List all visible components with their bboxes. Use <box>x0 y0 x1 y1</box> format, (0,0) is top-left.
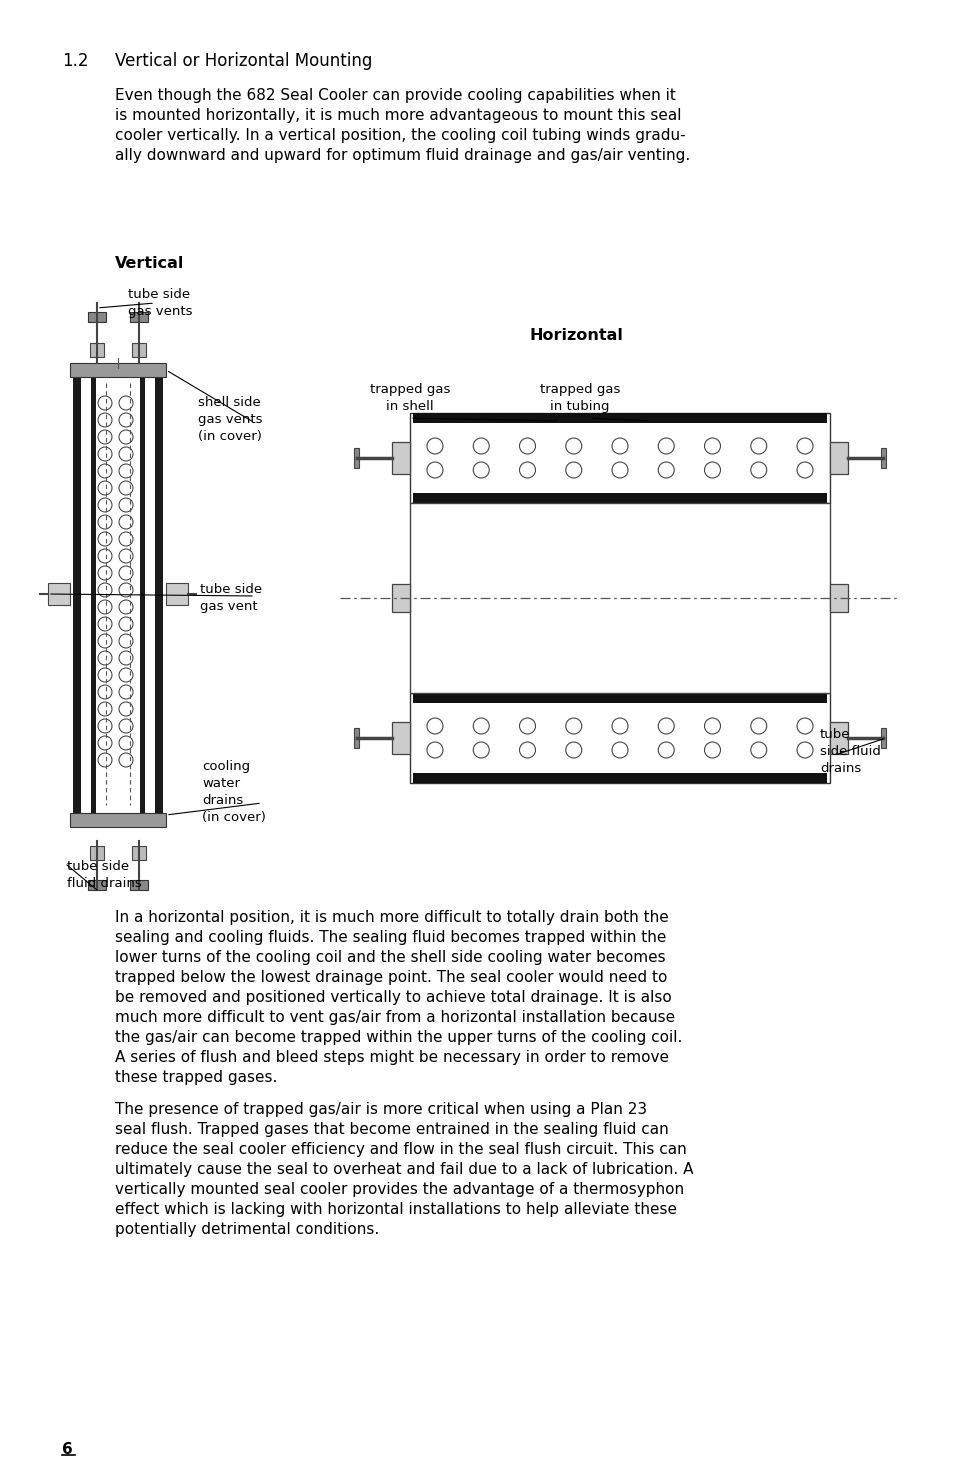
Text: potentially detrimental conditions.: potentially detrimental conditions. <box>115 1221 379 1238</box>
Text: A series of flush and bleed steps might be necessary in order to remove: A series of flush and bleed steps might … <box>115 1050 668 1065</box>
Text: trapped gas: trapped gas <box>539 384 619 395</box>
Bar <box>413 413 826 423</box>
Text: much more difficult to vent gas/air from a horizontal installation because: much more difficult to vent gas/air from… <box>115 1010 675 1025</box>
Text: trapped below the lowest drainage point. The seal cooler would need to: trapped below the lowest drainage point.… <box>115 971 667 985</box>
Text: these trapped gases.: these trapped gases. <box>115 1069 277 1086</box>
Bar <box>880 448 885 468</box>
Text: In a horizontal position, it is much more difficult to totally drain both the: In a horizontal position, it is much mor… <box>115 910 668 925</box>
Text: drains: drains <box>202 794 243 807</box>
Bar <box>354 448 358 468</box>
Bar <box>90 344 104 357</box>
Text: side fluid: side fluid <box>820 745 880 758</box>
Text: tube side: tube side <box>128 288 190 301</box>
Text: in tubing: in tubing <box>550 400 609 413</box>
Bar <box>829 584 847 612</box>
Text: 1.2: 1.2 <box>62 52 89 69</box>
Bar <box>88 313 106 322</box>
Text: trapped gas: trapped gas <box>370 384 450 395</box>
Text: Vertical or Horizontal Mounting: Vertical or Horizontal Mounting <box>115 52 372 69</box>
Bar <box>132 847 146 860</box>
Bar <box>829 721 847 754</box>
Bar <box>880 729 885 748</box>
Text: gas vents: gas vents <box>128 305 193 319</box>
Bar <box>132 344 146 357</box>
Text: is mounted horizontally, it is much more advantageous to mount this seal: is mounted horizontally, it is much more… <box>115 108 680 122</box>
Text: reduce the seal cooler efficiency and flow in the seal flush circuit. This can: reduce the seal cooler efficiency and fl… <box>115 1142 686 1156</box>
Text: water: water <box>202 777 240 791</box>
Text: ally downward and upward for optimum fluid drainage and gas/air venting.: ally downward and upward for optimum flu… <box>115 148 690 164</box>
Bar <box>90 847 104 860</box>
Bar <box>392 721 410 754</box>
Text: vertically mounted seal cooler provides the advantage of a thermosyphon: vertically mounted seal cooler provides … <box>115 1181 683 1198</box>
Bar <box>48 583 70 605</box>
Text: in shell: in shell <box>386 400 434 413</box>
Bar <box>829 442 847 473</box>
Text: shell side: shell side <box>198 395 260 409</box>
Text: lower turns of the cooling coil and the shell side cooling water becomes: lower turns of the cooling coil and the … <box>115 950 665 965</box>
Text: gas vent: gas vent <box>200 600 257 614</box>
Text: The presence of trapped gas/air is more critical when using a Plan 23: The presence of trapped gas/air is more … <box>115 1102 646 1117</box>
Text: Even though the 682 Seal Cooler can provide cooling capabilities when it: Even though the 682 Seal Cooler can prov… <box>115 88 675 103</box>
Text: tube side: tube side <box>67 860 129 873</box>
Bar <box>140 363 145 825</box>
Bar <box>410 693 829 783</box>
Bar <box>392 442 410 473</box>
Text: gas vents: gas vents <box>198 413 262 426</box>
Text: tube: tube <box>820 729 850 740</box>
Text: cooling: cooling <box>202 760 250 773</box>
Text: Horizontal: Horizontal <box>530 327 623 344</box>
Text: (in cover): (in cover) <box>202 811 266 825</box>
Bar <box>70 363 166 378</box>
Text: Vertical: Vertical <box>115 257 184 271</box>
Bar <box>413 693 826 704</box>
Bar <box>130 881 148 889</box>
Bar <box>91 363 96 825</box>
Bar <box>413 493 826 503</box>
Bar <box>166 583 188 605</box>
Text: drains: drains <box>820 763 861 774</box>
Text: fluid drains: fluid drains <box>67 878 142 889</box>
Bar <box>354 729 358 748</box>
Text: sealing and cooling fluids. The sealing fluid becomes trapped within the: sealing and cooling fluids. The sealing … <box>115 931 666 945</box>
Text: be removed and positioned vertically to achieve total drainage. It is also: be removed and positioned vertically to … <box>115 990 671 1004</box>
Bar <box>392 584 410 612</box>
Text: 6: 6 <box>62 1443 72 1457</box>
Text: tube side: tube side <box>200 583 262 596</box>
Bar <box>410 503 829 693</box>
Text: seal flush. Trapped gases that become entrained in the sealing fluid can: seal flush. Trapped gases that become en… <box>115 1122 668 1137</box>
Bar <box>73 363 81 825</box>
Bar <box>130 313 148 322</box>
Bar <box>410 413 829 503</box>
Bar <box>154 363 163 825</box>
Text: effect which is lacking with horizontal installations to help alleviate these: effect which is lacking with horizontal … <box>115 1202 677 1217</box>
Bar <box>70 813 166 827</box>
Text: the gas/air can become trapped within the upper turns of the cooling coil.: the gas/air can become trapped within th… <box>115 1030 681 1044</box>
Bar <box>413 773 826 783</box>
Bar <box>88 881 106 889</box>
Text: (in cover): (in cover) <box>198 431 262 442</box>
Text: ultimately cause the seal to overheat and fail due to a lack of lubrication. A: ultimately cause the seal to overheat an… <box>115 1162 693 1177</box>
Text: cooler vertically. In a vertical position, the cooling coil tubing winds gradu-: cooler vertically. In a vertical positio… <box>115 128 685 143</box>
